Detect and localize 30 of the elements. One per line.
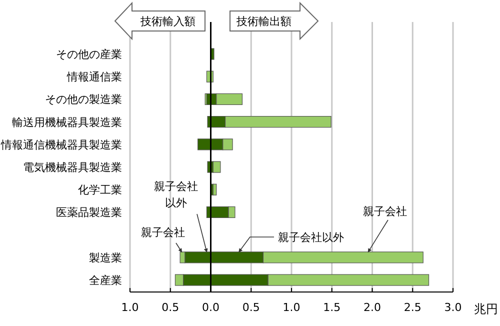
y-tick-label: 製造業 xyxy=(89,251,122,264)
annotation: 技術輸入額 xyxy=(140,15,196,28)
arrow-box: 技術輸出額 xyxy=(230,2,319,40)
y-tick-label: 全産業 xyxy=(89,274,122,287)
bar xyxy=(212,184,217,196)
annotation: 親子会社以外 xyxy=(154,180,198,210)
annotation: 技術輸出額 xyxy=(236,15,292,28)
x-tick-label: 2.5 xyxy=(404,301,422,314)
bar xyxy=(212,161,221,173)
y-tick-label: 化学工業 xyxy=(78,184,122,197)
annotation: 親子会社 xyxy=(363,205,407,218)
annotation: 親子会社 xyxy=(141,226,185,239)
y-tick-label: その他の産業 xyxy=(56,48,122,61)
y-tick-label: 情報通信業 xyxy=(66,70,122,84)
x-tick-label: 1.5 xyxy=(323,301,341,314)
x-axis-title: 兆円 xyxy=(474,302,498,316)
x-tick-label: 0.5 xyxy=(242,301,260,314)
x-tick-label: 1.0 xyxy=(282,301,300,314)
x-tick-label: 0.5 xyxy=(162,301,180,314)
y-tick-label: 輸送用機械器具製造業 xyxy=(12,116,122,129)
y-tick-label: 情報通信機械器具製造業 xyxy=(0,138,122,152)
x-tick-label: 2.0 xyxy=(364,301,381,314)
y-tick-label: その他の製造業 xyxy=(45,93,122,106)
x-tick-label: 1.0 xyxy=(121,301,139,314)
arrow-box: 技術輸入額 xyxy=(114,2,206,40)
x-tick-label: 0.0 xyxy=(202,301,220,314)
y-tick-label: 電気機械器具製造業 xyxy=(23,161,122,174)
annotation: 親子会社以外 xyxy=(278,231,344,244)
y-tick-label: 医薬品製造業 xyxy=(56,206,122,220)
x-tick-label: 3.0 xyxy=(444,301,462,314)
